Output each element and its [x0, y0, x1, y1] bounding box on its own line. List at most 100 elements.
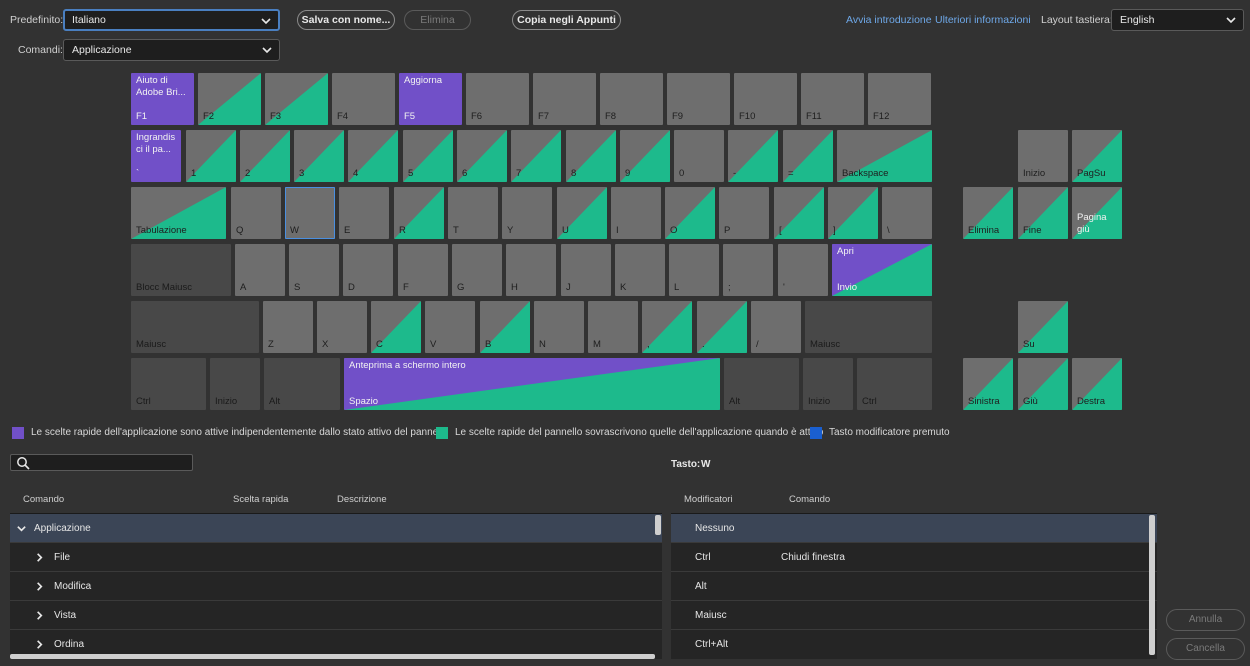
key-lctrl[interactable]: Ctrl	[131, 358, 206, 410]
key-f10[interactable]: F10	[734, 73, 797, 125]
key-backspace[interactable]: Backspace	[837, 130, 932, 182]
key-left[interactable]: Sinistra	[963, 358, 1013, 410]
layout-select[interactable]: English	[1111, 9, 1244, 31]
start-intro-link[interactable]: Avvia introduzione	[846, 14, 932, 26]
key-f8[interactable]: F8	[600, 73, 663, 125]
key-l[interactable]: L	[669, 244, 719, 296]
list-item-vista[interactable]: Vista	[10, 601, 662, 630]
table-row[interactable]: Ctrl+Alt	[671, 630, 1157, 659]
key-n8[interactable]: 8	[566, 130, 616, 182]
delete-button[interactable]: Elimina	[404, 10, 471, 30]
key-f9[interactable]: F9	[667, 73, 730, 125]
commands-select[interactable]: Applicazione	[63, 39, 280, 61]
table-row[interactable]: Maiusc	[671, 601, 1157, 630]
key-k[interactable]: K	[615, 244, 665, 296]
key-g[interactable]: G	[452, 244, 502, 296]
key-equal[interactable]: =	[783, 130, 833, 182]
key-enter[interactable]: Apri Invio	[832, 244, 932, 296]
key-ralt[interactable]: Alt	[724, 358, 799, 410]
key-lbr[interactable]: [	[774, 187, 824, 239]
col-header-command[interactable]: Comando	[23, 494, 65, 505]
cancel-button[interactable]: Cancella	[1166, 638, 1245, 660]
key-o[interactable]: O	[665, 187, 715, 239]
key-m[interactable]: M	[588, 301, 638, 353]
key-comma[interactable]: ,	[642, 301, 692, 353]
key-v[interactable]: V	[425, 301, 475, 353]
key-rwin[interactable]: Inizio	[803, 358, 853, 410]
key-pgdn[interactable]: Pagina giù	[1072, 187, 1122, 239]
key-lshift[interactable]: Maiusc	[131, 301, 259, 353]
key-n9[interactable]: 9	[620, 130, 670, 182]
key-rctrl[interactable]: Ctrl	[857, 358, 932, 410]
list-item-applicazione[interactable]: Applicazione	[10, 514, 662, 543]
key-q[interactable]: Q	[231, 187, 281, 239]
key-minus[interactable]: -	[728, 130, 778, 182]
key-pgup[interactable]: PagSu	[1072, 130, 1122, 182]
key-quote[interactable]: '	[778, 244, 828, 296]
key-down[interactable]: Giù	[1018, 358, 1068, 410]
more-info-link[interactable]: Ulteriori informazioni	[935, 14, 1031, 26]
key-grave[interactable]: Ingrandis ci il pa... `	[131, 130, 181, 182]
key-n0[interactable]: 0	[674, 130, 724, 182]
key-t[interactable]: T	[448, 187, 498, 239]
key-semi[interactable]: ;	[723, 244, 773, 296]
key-u[interactable]: U	[557, 187, 607, 239]
table-row[interactable]: Nessuno	[671, 514, 1157, 543]
key-f6[interactable]: F6	[466, 73, 529, 125]
key-z[interactable]: Z	[263, 301, 313, 353]
key-h[interactable]: H	[506, 244, 556, 296]
key-rshift[interactable]: Maiusc	[805, 301, 932, 353]
table-row[interactable]: Ctrl Chiudi finestra	[671, 543, 1157, 572]
search-input[interactable]	[10, 454, 193, 471]
key-c[interactable]: C	[371, 301, 421, 353]
key-slash[interactable]: /	[751, 301, 801, 353]
key-lwin[interactable]: Inizio	[210, 358, 260, 410]
list-item-ordina[interactable]: Ordina	[10, 630, 662, 659]
key-home[interactable]: Inizio	[1018, 130, 1068, 182]
key-j[interactable]: J	[561, 244, 611, 296]
key-caps[interactable]: Blocc Maiusc	[131, 244, 231, 296]
key-up[interactable]: Su	[1018, 301, 1068, 353]
key-y[interactable]: Y	[502, 187, 552, 239]
key-n7[interactable]: 7	[511, 130, 561, 182]
key-f12[interactable]: F12	[868, 73, 931, 125]
col-header-mod-command[interactable]: Comando	[789, 494, 831, 505]
key-bslash[interactable]: \	[882, 187, 932, 239]
key-r[interactable]: R	[394, 187, 444, 239]
key-d[interactable]: D	[343, 244, 393, 296]
modifiers-scrollbar[interactable]	[1149, 515, 1155, 655]
list-item-modifica[interactable]: Modifica	[10, 572, 662, 601]
key-f11[interactable]: F11	[801, 73, 864, 125]
undo-button[interactable]: Annulla	[1166, 609, 1245, 631]
copy-clipboard-button[interactable]: Copia negli Appunti	[512, 10, 621, 30]
key-f5[interactable]: Aggiorna F5	[399, 73, 462, 125]
key-n2[interactable]: 2	[240, 130, 290, 182]
key-period[interactable]: .	[697, 301, 747, 353]
key-rbr[interactable]: ]	[828, 187, 878, 239]
key-n1[interactable]: 1	[186, 130, 236, 182]
key-a[interactable]: A	[235, 244, 285, 296]
key-w[interactable]: W	[285, 187, 335, 239]
commands-scrollbar[interactable]	[655, 515, 661, 535]
table-row[interactable]: Alt	[671, 572, 1157, 601]
save-as-button[interactable]: Salva con nome...	[297, 10, 395, 30]
key-i[interactable]: I	[611, 187, 661, 239]
key-right[interactable]: Destra	[1072, 358, 1122, 410]
key-e[interactable]: E	[339, 187, 389, 239]
key-s[interactable]: S	[289, 244, 339, 296]
key-f1[interactable]: Aiuto di Adobe Bri... F1	[131, 73, 194, 125]
key-f3[interactable]: F3	[265, 73, 328, 125]
key-n3[interactable]: 3	[294, 130, 344, 182]
key-f7[interactable]: F7	[533, 73, 596, 125]
key-b[interactable]: B	[480, 301, 530, 353]
key-tab[interactable]: Tabulazione	[131, 187, 226, 239]
col-header-modifiers[interactable]: Modificatori	[684, 494, 733, 505]
key-end[interactable]: Fine	[1018, 187, 1068, 239]
key-space[interactable]: Anteprima a schermo intero Spazio	[344, 358, 720, 410]
preset-select[interactable]: Italiano	[63, 9, 280, 31]
key-n4[interactable]: 4	[348, 130, 398, 182]
col-header-description[interactable]: Descrizione	[337, 494, 387, 505]
key-x[interactable]: X	[317, 301, 367, 353]
key-n[interactable]: N	[534, 301, 584, 353]
key-f[interactable]: F	[398, 244, 448, 296]
